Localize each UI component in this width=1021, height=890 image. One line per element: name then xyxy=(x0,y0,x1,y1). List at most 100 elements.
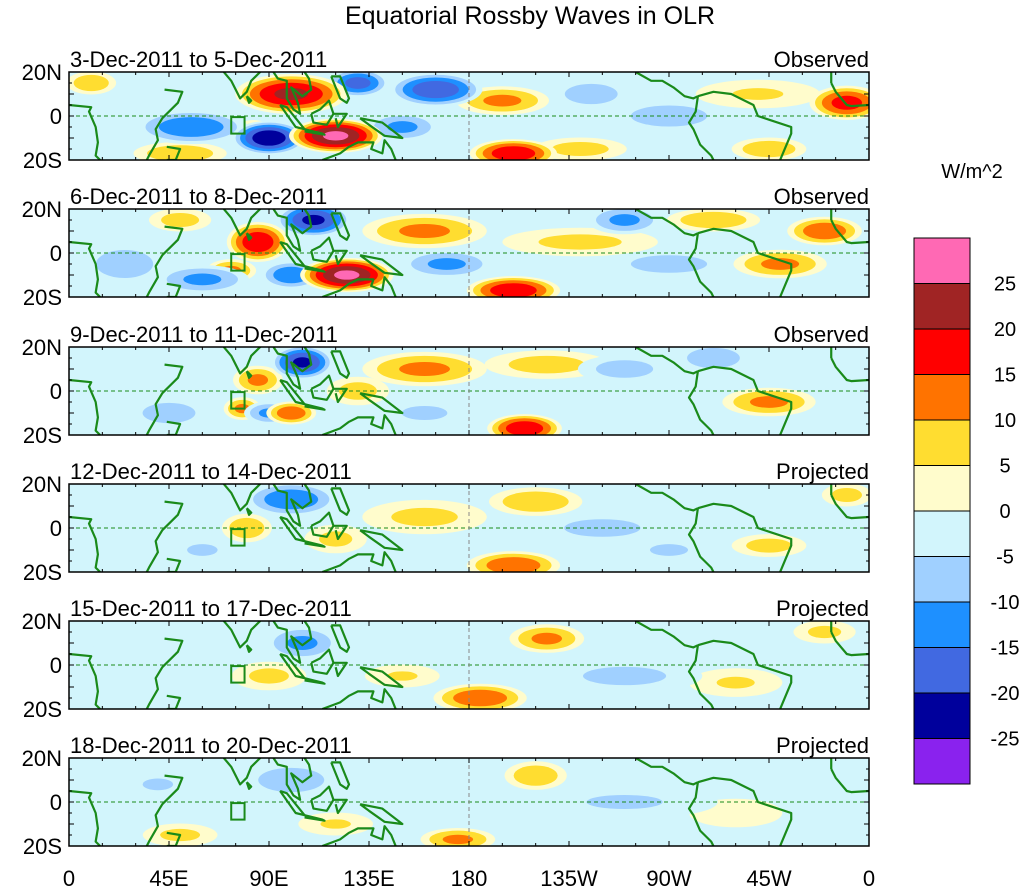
positive-anomaly xyxy=(509,624,585,653)
anomaly-contour xyxy=(412,81,459,99)
anomaly-contour xyxy=(564,83,618,105)
coastline xyxy=(359,392,404,415)
coastline xyxy=(304,403,326,411)
x-tick-label: 180 xyxy=(451,866,488,890)
coastline xyxy=(359,529,404,552)
coastline xyxy=(635,484,699,512)
anomaly-contour xyxy=(649,544,689,556)
olr-field xyxy=(69,484,869,572)
y-tick-label: 0 xyxy=(50,516,62,541)
negative-anomaly xyxy=(606,249,732,279)
coastline xyxy=(272,621,313,664)
y-tick-label: 0 xyxy=(50,379,62,404)
positive-anomaly xyxy=(695,79,821,109)
positive-anomaly xyxy=(504,761,567,790)
coastline xyxy=(166,282,182,297)
y-tick-label: 0 xyxy=(50,104,62,129)
x-tick-label: 135E xyxy=(343,866,394,890)
coastline xyxy=(330,624,351,653)
positive-anomaly xyxy=(821,484,869,507)
anomaly-contour xyxy=(538,234,622,250)
panel-date-range: 15-Dec-2011 to 17-Dec-2011 xyxy=(70,596,352,621)
anomaly-contour xyxy=(746,538,792,553)
coastline xyxy=(145,637,184,709)
anomaly-contour xyxy=(505,421,544,435)
positive-anomaly xyxy=(466,551,561,572)
y-tick-label: 20N xyxy=(22,197,62,222)
colorbar: 25 20 15 10 5 0 -5 -10 -15 -20 -25 xyxy=(913,237,1019,785)
negative-anomaly xyxy=(676,347,751,373)
index-box xyxy=(230,116,246,135)
colorbar-swatch xyxy=(913,465,971,512)
colorbar-label: 0 xyxy=(999,501,1010,523)
positive-anomaly xyxy=(484,350,609,379)
index-box xyxy=(230,665,246,684)
positive-anomaly xyxy=(469,139,557,160)
anomaly-contour xyxy=(322,131,349,141)
negative-anomaly xyxy=(400,249,494,279)
x-tick-label: 45E xyxy=(149,866,188,890)
coastline xyxy=(330,75,351,104)
anomaly-contour xyxy=(158,117,224,137)
positive-anomaly xyxy=(304,524,367,554)
positive-anomaly xyxy=(365,664,440,688)
coastline xyxy=(272,347,313,390)
coastline xyxy=(321,276,397,297)
coastline xyxy=(333,798,348,815)
coastline xyxy=(359,254,404,277)
anomaly-contour xyxy=(147,145,214,160)
anomaly-contour xyxy=(595,360,654,378)
anomaly-contour xyxy=(803,222,847,240)
map-panel: 15-Dec-2011 to 17-Dec-2011 Projected 20N 0 2… xyxy=(22,596,870,722)
anomaly-contour xyxy=(761,258,800,270)
coastline xyxy=(145,88,184,160)
anomaly-contour xyxy=(732,88,784,100)
coastline xyxy=(245,370,253,379)
x-tick-label: 90W xyxy=(646,866,691,890)
anomaly-contour xyxy=(399,223,450,239)
colorbar-swatch xyxy=(913,328,971,375)
colorbar-swatch xyxy=(913,692,971,739)
coastline xyxy=(321,551,397,572)
coastline xyxy=(830,768,869,794)
positive-anomaly xyxy=(489,487,583,516)
y-tick-label: 20S xyxy=(23,423,62,448)
positive-anomaly xyxy=(69,72,117,95)
anomaly-contour xyxy=(749,396,789,408)
positive-anomaly xyxy=(289,118,383,153)
positive-anomaly xyxy=(300,257,394,293)
anomaly-contour xyxy=(258,767,325,793)
anomaly-contour xyxy=(387,121,418,133)
coastline xyxy=(687,371,715,435)
y-tick-label: 20N xyxy=(22,335,62,360)
coastline xyxy=(222,72,262,100)
coastline xyxy=(687,508,715,572)
positive-anomaly xyxy=(362,351,487,387)
anomaly-contour xyxy=(401,405,448,421)
coastline xyxy=(166,831,182,846)
coastline xyxy=(245,644,253,653)
anomaly-contour xyxy=(142,402,196,424)
coastline xyxy=(145,363,184,435)
anomaly-contour xyxy=(630,105,708,127)
x-tick-label: 135W xyxy=(540,866,598,890)
anomaly-contour xyxy=(687,347,740,369)
coastline xyxy=(321,414,397,435)
panel-type-label: Observed xyxy=(774,47,869,72)
positive-anomaly xyxy=(233,365,283,395)
anomaly-contour xyxy=(399,361,450,377)
anomaly-contour xyxy=(320,819,351,829)
negative-anomaly xyxy=(120,770,196,799)
panel-type-label: Projected xyxy=(776,596,869,621)
colorbar-label: 15 xyxy=(994,365,1016,387)
coastline xyxy=(330,487,351,516)
coastline xyxy=(687,645,715,709)
coastline xyxy=(69,378,101,435)
anomaly-contour xyxy=(513,765,558,786)
anomaly-contour xyxy=(73,74,109,92)
coastline xyxy=(359,803,404,826)
anomaly-contour xyxy=(302,214,325,226)
coastline xyxy=(222,209,262,237)
positive-anomaly xyxy=(666,209,761,232)
panel-date-range: 18-Dec-2011 to 20-Dec-2011 xyxy=(70,733,352,758)
